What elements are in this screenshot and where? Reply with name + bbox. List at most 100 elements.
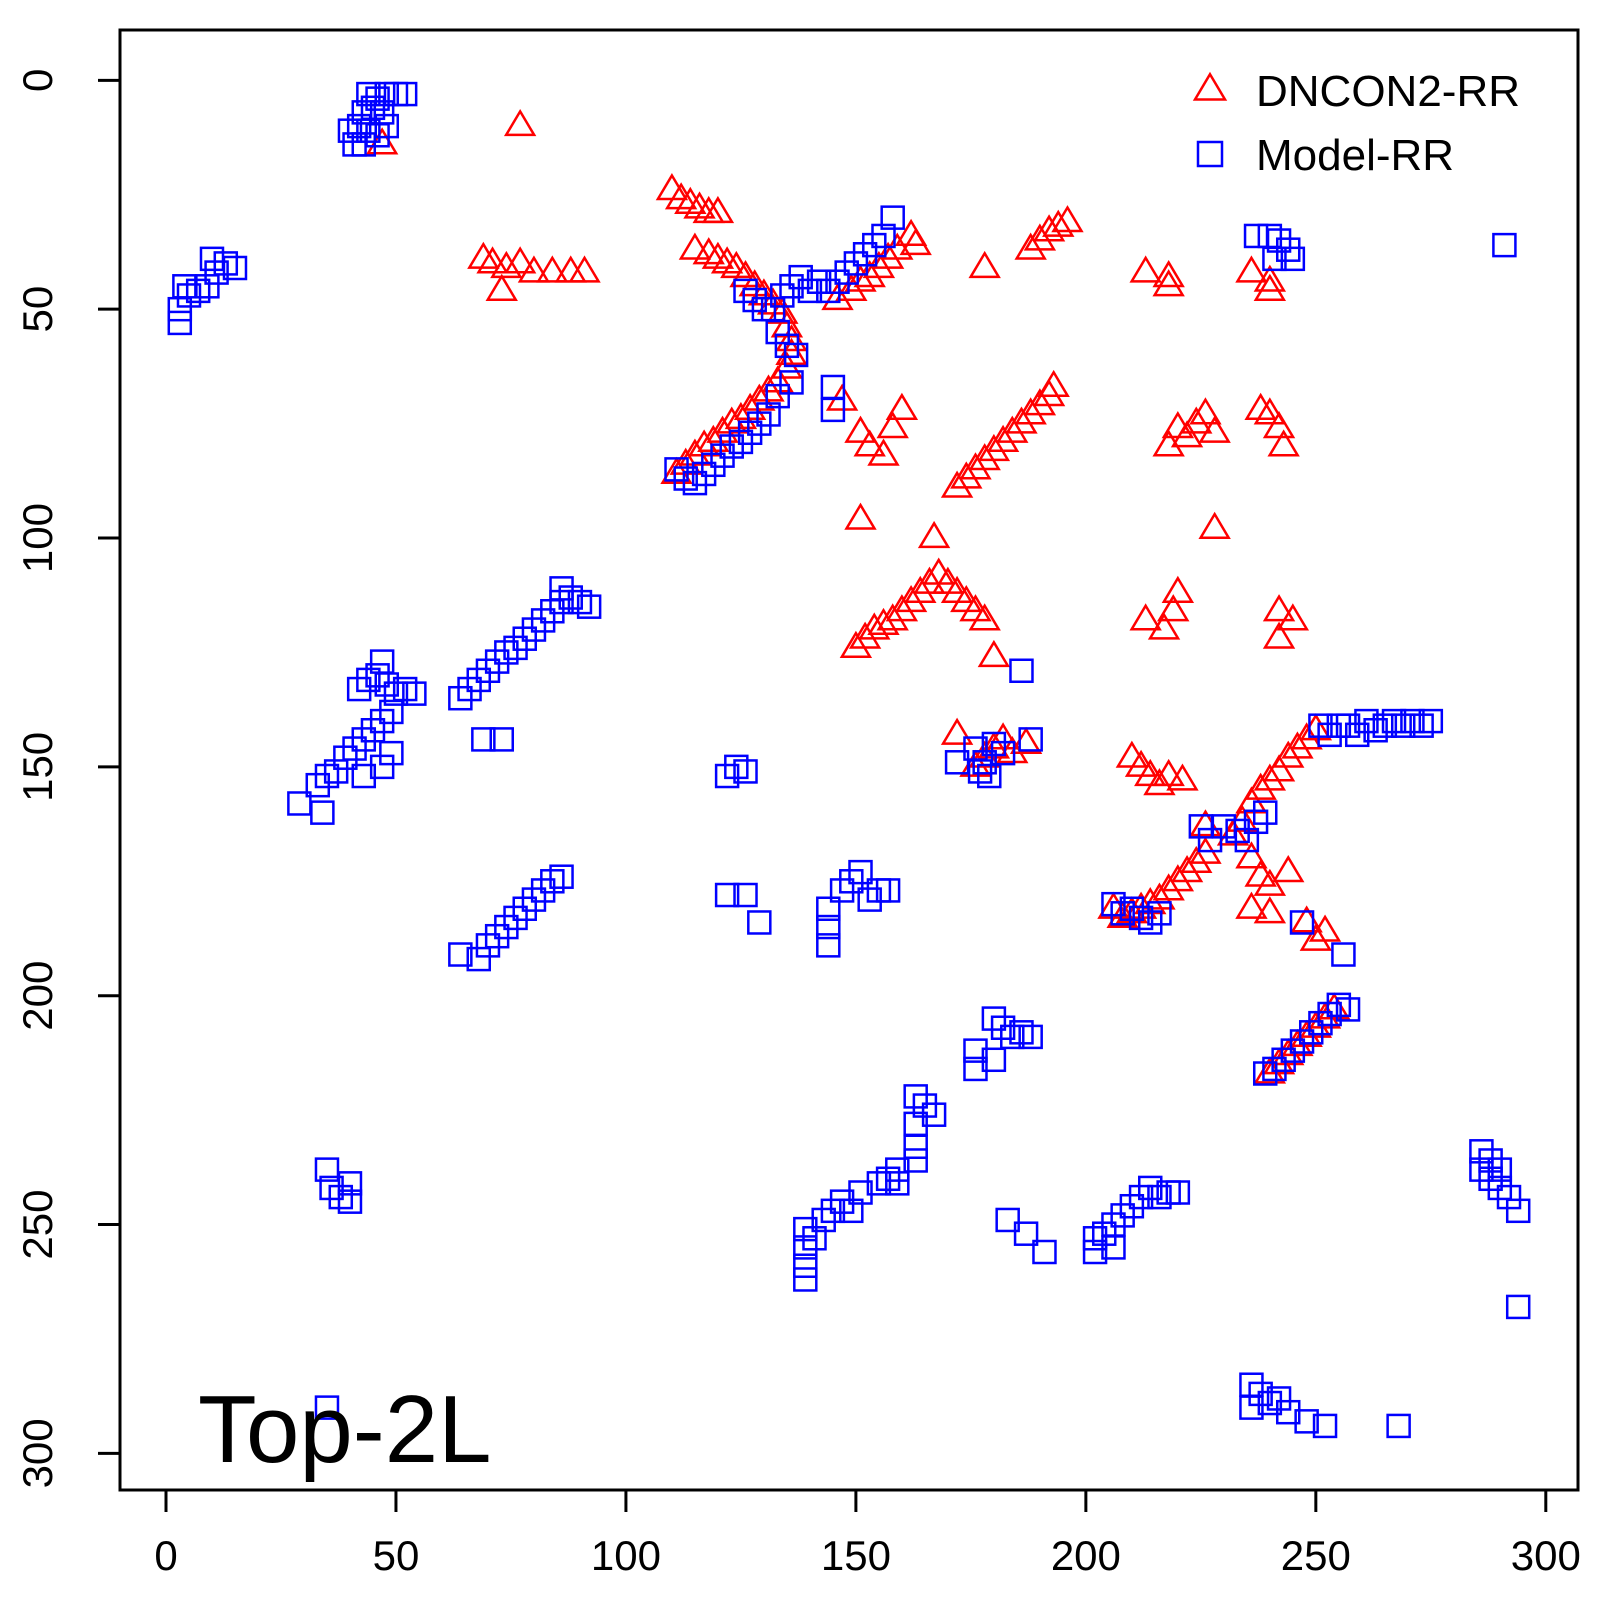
panel-annotation: Top-2L <box>198 1376 492 1483</box>
data-point-square <box>448 942 473 967</box>
data-point-square <box>1101 891 1126 917</box>
series-dncon2-rr <box>365 108 1351 1084</box>
data-point-triangle <box>950 461 983 489</box>
data-point-square <box>1317 722 1342 748</box>
data-point-square <box>797 278 823 304</box>
x-axis: 0 50 100 150 200 250 300 <box>154 1488 1581 1579</box>
y-tick-label: 50 <box>14 286 61 333</box>
data-point-square <box>1138 910 1163 935</box>
data-point-triangle <box>1152 758 1185 787</box>
data-point-square <box>1018 1024 1043 1050</box>
data-point-square <box>829 878 855 903</box>
data-point-square <box>185 278 211 304</box>
data-point-triangle <box>1037 369 1070 398</box>
data-point-square <box>1308 713 1333 738</box>
series-model-rr <box>167 81 1531 1439</box>
data-point-triangle <box>844 415 877 443</box>
data-point-square <box>779 370 804 395</box>
data-point-square <box>793 1216 818 1242</box>
data-point-square <box>1317 1001 1342 1027</box>
data-point-square <box>880 205 905 230</box>
data-point-square <box>475 658 501 684</box>
data-point-square <box>471 727 496 752</box>
data-point-square <box>990 740 1016 766</box>
data-point-square <box>1492 232 1517 258</box>
data-point-square <box>1280 1038 1306 1063</box>
data-point-square <box>1138 1175 1163 1201</box>
data-point-square <box>862 232 887 258</box>
legend-marker-triangle <box>1192 71 1228 101</box>
y-tick-label: 250 <box>14 1190 61 1260</box>
data-point-square <box>977 763 1002 789</box>
data-point-square <box>829 1189 855 1214</box>
data-point-square <box>770 283 795 308</box>
data-point-square <box>176 283 202 308</box>
data-point-square <box>1326 992 1352 1018</box>
data-point-square <box>457 676 482 702</box>
data-point-triangle <box>968 250 1001 279</box>
data-point-square <box>1335 997 1361 1022</box>
data-point-square <box>337 1189 363 1214</box>
data-point-triangle <box>844 264 877 292</box>
data-point-square <box>204 260 229 285</box>
data-point-square <box>742 287 767 313</box>
data-point-square <box>512 626 537 651</box>
data-point-triangle <box>885 392 919 420</box>
data-point-square <box>1386 1413 1411 1439</box>
x-tick-label: 0 <box>154 1532 177 1579</box>
legend-label: Model-RR <box>1256 131 1454 180</box>
y-tick-label: 0 <box>14 69 61 92</box>
data-point-triangle <box>1235 841 1268 869</box>
data-point-triangle <box>467 241 500 269</box>
data-point-square <box>848 859 873 885</box>
data-point-triangle <box>1262 754 1296 782</box>
data-point-triangle <box>986 424 1020 452</box>
data-point-triangle <box>1147 612 1181 640</box>
data-point-triangle <box>1308 914 1342 942</box>
data-point-square <box>512 896 537 921</box>
data-point-triangle <box>876 411 909 439</box>
data-point-square <box>365 663 390 688</box>
data-point-square <box>369 708 395 734</box>
data-point-square <box>733 759 758 784</box>
data-point-square <box>314 1157 340 1182</box>
data-point-square <box>475 933 501 958</box>
data-point-square <box>521 887 547 912</box>
data-point-square <box>806 269 832 294</box>
data-point-square <box>1308 1010 1333 1036</box>
data-point-triangle <box>678 232 712 260</box>
data-point-square <box>305 772 331 798</box>
data-point-square <box>1119 1193 1145 1219</box>
legend-label: DNCON2-RR <box>1256 67 1520 116</box>
data-point-triangle <box>1023 223 1057 251</box>
data-point-square <box>484 649 510 674</box>
data-point-square <box>360 718 386 743</box>
data-point-square <box>912 1093 938 1118</box>
data-point-triangle <box>1152 260 1185 288</box>
data-point-square <box>1266 1386 1292 1411</box>
data-point-square <box>351 727 377 752</box>
data-point-triangle <box>664 182 698 210</box>
data-point-square <box>1487 1175 1513 1201</box>
data-point-square <box>402 681 427 706</box>
data-point-square <box>1128 905 1154 931</box>
data-point-square <box>1248 1381 1273 1407</box>
data-point-square <box>714 763 740 789</box>
data-point-triangle <box>940 717 974 745</box>
data-point-square <box>793 1235 818 1260</box>
data-point-triangle <box>1198 511 1231 539</box>
data-point-triangle <box>1235 255 1268 283</box>
data-point-triangle <box>894 584 928 613</box>
data-point-square <box>530 608 556 633</box>
data-point-square <box>1082 1239 1108 1265</box>
data-point-triangle <box>1005 406 1038 434</box>
data-point-square <box>1013 1221 1039 1246</box>
data-point-square <box>1234 827 1260 853</box>
data-point-square <box>314 1395 340 1420</box>
data-point-square <box>1243 809 1269 835</box>
data-point-square <box>921 1102 947 1127</box>
data-point-square <box>1211 814 1237 839</box>
data-point-square <box>1400 708 1425 734</box>
data-point-square <box>356 667 381 693</box>
data-point-square <box>981 1047 1007 1073</box>
